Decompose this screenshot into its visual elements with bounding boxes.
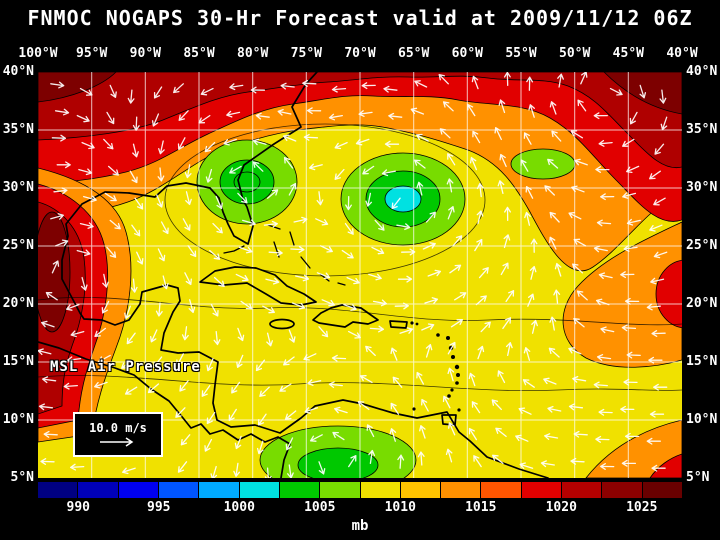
colorbar-segment bbox=[77, 482, 118, 498]
colorbar-segment bbox=[399, 482, 441, 498]
lon-label: 40°W bbox=[666, 46, 698, 61]
lon-label: 60°W bbox=[451, 46, 483, 61]
lon-label: 45°W bbox=[612, 46, 644, 61]
lat-label-right: 15°N bbox=[686, 354, 718, 369]
lon-label: 90°W bbox=[129, 46, 161, 61]
wind-scale-arrow-icon bbox=[100, 437, 134, 447]
island-jamaica bbox=[269, 318, 295, 330]
island-puerto-rico bbox=[389, 320, 408, 329]
colorbar-segment bbox=[601, 482, 642, 498]
lat-label-left: 35°N bbox=[2, 122, 34, 137]
colorbar-tick: 1020 bbox=[545, 500, 577, 515]
colorbar-tick: 1025 bbox=[626, 500, 658, 515]
coastline-north-america bbox=[61, 72, 549, 478]
colorbar-segment bbox=[480, 482, 521, 498]
wind-scale-label: 10.0 m/s bbox=[89, 421, 147, 435]
lat-label-left: 10°N bbox=[2, 412, 34, 427]
field-label: MSL Air Pressure bbox=[50, 359, 201, 375]
pressure-map-plot bbox=[38, 72, 682, 478]
island-hispaniola bbox=[312, 304, 379, 328]
lon-label: 70°W bbox=[344, 46, 376, 61]
lat-label-left: 15°N bbox=[2, 354, 34, 369]
lon-label: 55°W bbox=[505, 46, 537, 61]
lat-label-left: 40°N bbox=[2, 64, 34, 79]
lon-label: 75°W bbox=[290, 46, 322, 61]
colorbar-segment bbox=[198, 482, 239, 498]
colorbar-tick: 990 bbox=[66, 500, 90, 515]
island-cuba bbox=[199, 266, 317, 306]
wind-scale-box: 10.0 m/s bbox=[73, 412, 163, 457]
lon-label: 50°W bbox=[559, 46, 591, 61]
colorbar-tick: 1000 bbox=[223, 500, 255, 515]
colorbar-segment bbox=[319, 482, 360, 498]
grid-lines bbox=[38, 72, 682, 478]
lat-label-left: 5°N bbox=[10, 470, 34, 485]
colorbar-segment bbox=[440, 482, 481, 498]
lat-label-right: 35°N bbox=[686, 122, 718, 137]
lat-label-right: 40°N bbox=[686, 64, 718, 79]
colorbar-segment bbox=[520, 482, 562, 498]
island-trinidad bbox=[441, 414, 457, 426]
colorbar-unit-label: mb bbox=[351, 518, 369, 534]
colorbar-tick: 1010 bbox=[384, 500, 416, 515]
colorbar-segment bbox=[278, 482, 320, 498]
colorbar-segment bbox=[117, 482, 158, 498]
lat-label-right: 20°N bbox=[686, 296, 718, 311]
lat-label-right: 25°N bbox=[686, 238, 718, 253]
lat-label-right: 30°N bbox=[686, 180, 718, 195]
lon-label: 100°W bbox=[18, 46, 58, 61]
lon-label: 80°W bbox=[237, 46, 269, 61]
coastlines bbox=[38, 72, 549, 478]
lon-label: 65°W bbox=[398, 46, 430, 61]
colorbar-segment bbox=[641, 482, 682, 498]
islands-bahamas bbox=[267, 224, 346, 286]
wind-vector-arrows bbox=[38, 72, 668, 478]
colorbar-segment bbox=[238, 482, 279, 498]
lat-label-left: 30°N bbox=[2, 180, 34, 195]
colorbar bbox=[38, 482, 682, 498]
lon-label: 85°W bbox=[183, 46, 215, 61]
colorbar-tick: 1005 bbox=[304, 500, 336, 515]
colorbar-segment bbox=[157, 482, 199, 498]
colorbar-tick: 995 bbox=[147, 500, 171, 515]
lon-label: 95°W bbox=[76, 46, 108, 61]
map-area: MSL Air Pressure 10.0 m/s bbox=[38, 72, 682, 478]
colorbar-segment bbox=[359, 482, 400, 498]
lat-label-left: 20°N bbox=[2, 296, 34, 311]
lat-label-left: 25°N bbox=[2, 238, 34, 253]
colorbar-tick: 1015 bbox=[465, 500, 497, 515]
colorbar-tick-labels: 990 995 1000 1005 1010 1015 1020 1025 bbox=[38, 500, 682, 516]
colorbar-segment bbox=[38, 482, 78, 498]
lat-label-right: 5°N bbox=[686, 470, 710, 485]
coastline-pacific-central-america bbox=[38, 341, 291, 478]
lat-label-right: 10°N bbox=[686, 412, 718, 427]
colorbar-segment bbox=[561, 482, 602, 498]
page-title: FNMOC NOGAPS 30-Hr Forecast valid at 200… bbox=[27, 6, 693, 30]
